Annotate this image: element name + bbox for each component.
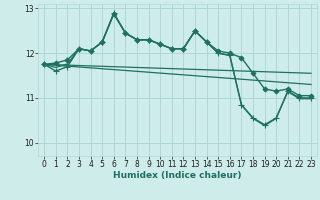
X-axis label: Humidex (Indice chaleur): Humidex (Indice chaleur) bbox=[113, 171, 242, 180]
